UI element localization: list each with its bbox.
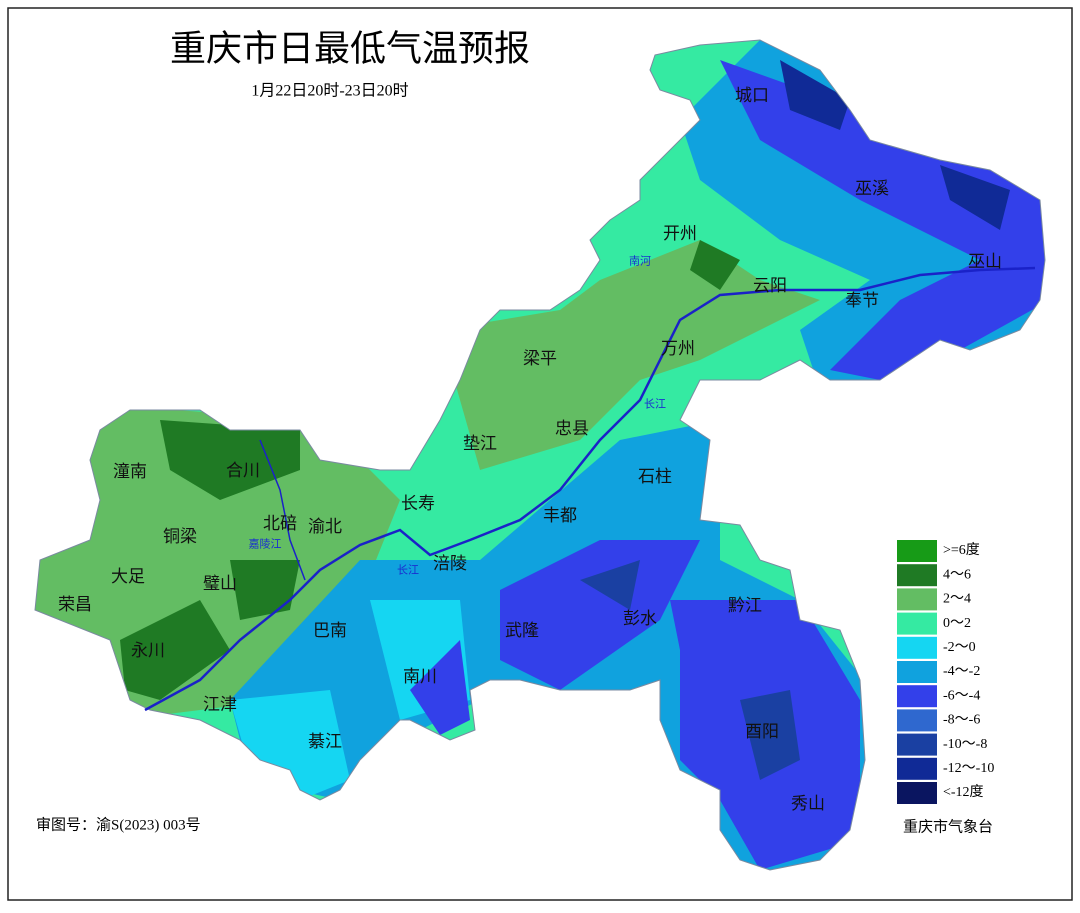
legend-label: <-12度: [943, 784, 984, 800]
legend-swatch: [897, 661, 937, 683]
place-label: 南川: [403, 667, 437, 686]
zone-2-4: [440, 240, 820, 470]
zone-neg6-neg4: [410, 540, 860, 870]
legend-swatch: [897, 564, 937, 587]
yangtze-river: [144, 266, 1036, 712]
legend-swatch: [897, 685, 937, 708]
place-label: 巴南: [313, 621, 347, 640]
legend-label: >=6度: [943, 542, 980, 558]
place-label: 涪陵: [433, 554, 467, 573]
river-label: 长江: [397, 564, 419, 577]
place-label: 潼南: [113, 462, 147, 481]
legend-swatch: [897, 782, 937, 804]
place-label: 合川: [226, 461, 260, 480]
place-label: 铜梁: [163, 527, 197, 546]
place-label: 黔江: [728, 596, 762, 615]
place-label: 开州: [663, 224, 697, 243]
zone-neg10-neg8: [580, 560, 800, 780]
place-label: 奉节: [845, 291, 879, 310]
frame: [7, 7, 1073, 901]
legend-label: -6～-4: [943, 688, 980, 703]
legend-label: -10～-8: [943, 737, 987, 752]
legend-swatch: [897, 709, 937, 732]
approval-number: 审图号：渝S(2023) 003号: [36, 816, 201, 833]
river-label: 南河: [629, 255, 651, 268]
place-label: 长寿: [401, 494, 435, 513]
place-label: 荣昌: [58, 595, 92, 614]
title: 重庆市日最低气温预报: [170, 28, 530, 68]
legend-swatch: [897, 757, 937, 780]
zone-4-6: [120, 240, 740, 700]
place-label: 丰都: [543, 506, 577, 525]
legend-label: -4～-2: [943, 664, 980, 679]
river-label: 嘉陵江: [249, 537, 282, 551]
place-label: 酉阳: [745, 722, 779, 741]
legend-swatch: [897, 733, 937, 756]
legend-swatch: [897, 588, 937, 611]
legend-label: 2～4: [943, 592, 971, 607]
place-label: 巫山: [968, 252, 1002, 271]
place-label: 渝北: [308, 517, 342, 536]
river-label: 长江: [644, 398, 666, 411]
zone-neg12-neg10: [780, 60, 1010, 230]
legend-label: 0～2: [943, 616, 971, 631]
place-label: 垫江: [463, 434, 497, 453]
place-label: 江津: [203, 695, 237, 714]
place-label: 忠县: [555, 419, 589, 438]
place-label: 城口: [735, 86, 769, 105]
place-label: 万州: [661, 339, 695, 358]
legend-swatch: [897, 612, 937, 635]
legend-label: -12～-10: [943, 761, 994, 776]
place-label: 綦江: [308, 732, 342, 751]
jialing-river: [259, 439, 306, 581]
zone-neg6-neg4: [720, 60, 1045, 380]
place-label: 梁平: [523, 349, 557, 368]
place-label: 石柱: [638, 467, 672, 486]
legend: >=6度 4～6 2～4 0～2 -2～0 -4～-2 -6～-4 -8～-6 -10～-8 -1…: [897, 540, 994, 804]
agency: 重庆市气象台: [903, 818, 993, 835]
legend-label: -8～-6: [943, 713, 980, 728]
subtitle: 1月22日20时-23日20时: [251, 82, 408, 100]
place-label: 武隆: [505, 621, 539, 640]
place-label: 大足: [111, 567, 145, 586]
place-label: 云阳: [753, 276, 787, 295]
legend-swatch: [897, 636, 937, 659]
place-label: 北碚: [263, 514, 297, 533]
legend-label: 4～6: [943, 567, 971, 582]
place-label: 璧山: [203, 574, 237, 593]
place-label: 永川: [131, 641, 165, 660]
place-label: 彭水: [623, 609, 657, 628]
zone-neg2-0: [230, 600, 470, 800]
place-label: 秀山: [791, 794, 825, 813]
legend-label: -2～0: [943, 640, 976, 655]
place-label: 巫溪: [855, 179, 889, 198]
legend-swatch: [897, 540, 937, 562]
